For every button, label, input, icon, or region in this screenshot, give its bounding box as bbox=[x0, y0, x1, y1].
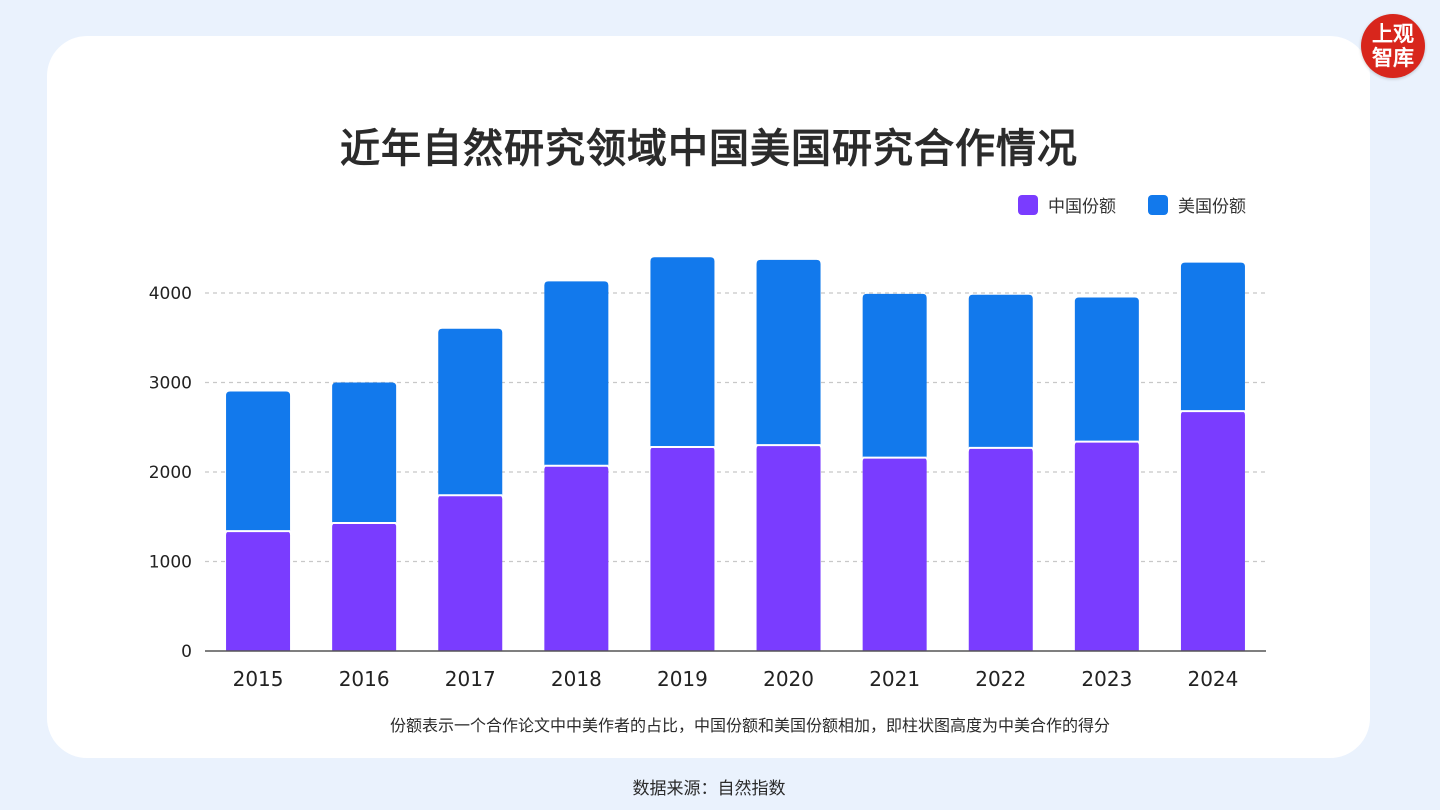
bar-usa-2024 bbox=[1180, 262, 1245, 412]
legend-swatch-usa bbox=[1148, 194, 1168, 215]
legend-label-china: 中国份额 bbox=[1048, 197, 1116, 217]
bar-usa-2015 bbox=[226, 391, 291, 532]
bar-usa-2023 bbox=[1074, 297, 1139, 442]
data-source: 数据来源：自然指数 bbox=[632, 779, 786, 799]
bar-usa-2021 bbox=[862, 293, 927, 458]
bar-usa-2022 bbox=[968, 294, 1033, 448]
bar-china-2019 bbox=[650, 446, 715, 651]
axis-layer: 0 1000 2000 3000 4000 2015 2016 2017 2018 2019 202… bbox=[149, 284, 1266, 691]
bar-usa-2018 bbox=[544, 281, 609, 466]
x-tick-label-2023: 2023 bbox=[1081, 667, 1132, 691]
bar-usa-2019 bbox=[650, 257, 715, 447]
x-tick-label-2021: 2021 bbox=[869, 667, 920, 691]
bar-china-2018 bbox=[544, 465, 609, 651]
bar-china-2024 bbox=[1180, 411, 1245, 651]
x-tick-label-2018: 2018 bbox=[551, 667, 602, 691]
x-tick-label-2017: 2017 bbox=[445, 667, 496, 691]
legend-item-china[interactable]: 中国份额 bbox=[1018, 192, 1116, 217]
legend-swatch-china bbox=[1018, 194, 1038, 215]
legend-label-usa: 美国份额 bbox=[1178, 197, 1246, 217]
logo-line-1: 上观 bbox=[1372, 22, 1414, 46]
x-tick-label-2024: 2024 bbox=[1187, 667, 1238, 691]
chart-footnote: 份额表示一个合作论文中中美作者的占比，中国份额和美国份额相加，即柱状图高度为中美… bbox=[389, 716, 1110, 735]
bar-china-2020 bbox=[756, 445, 821, 651]
legend-item-usa[interactable]: 美国份额 bbox=[1148, 192, 1246, 217]
chart-legend: 中国份额 美国份额 bbox=[1018, 192, 1246, 217]
brand-logo[interactable]: 上观 智库 bbox=[1361, 14, 1425, 78]
bar-china-2016 bbox=[332, 523, 397, 651]
bar-china-2017 bbox=[438, 495, 503, 651]
bar-china-2022 bbox=[968, 447, 1033, 651]
bar-usa-2017 bbox=[438, 328, 503, 496]
x-tick-label-2020: 2020 bbox=[763, 667, 814, 691]
bar-usa-2016 bbox=[332, 382, 397, 524]
y-tick-label-1000: 1000 bbox=[149, 553, 192, 573]
bar-layer bbox=[226, 257, 1245, 651]
bar-china-2021 bbox=[862, 457, 927, 651]
bar-usa-2020 bbox=[756, 259, 821, 446]
x-tick-label-2015: 2015 bbox=[233, 667, 284, 691]
x-tick-label-2022: 2022 bbox=[975, 667, 1026, 691]
x-tick-label-2016: 2016 bbox=[339, 667, 390, 691]
y-tick-label-4000: 4000 bbox=[149, 284, 192, 304]
y-tick-label-2000: 2000 bbox=[149, 463, 192, 483]
y-tick-label-0: 0 bbox=[181, 642, 192, 662]
bar-china-2023 bbox=[1074, 441, 1139, 651]
y-tick-label-3000: 3000 bbox=[149, 374, 192, 394]
logo-line-2: 智库 bbox=[1372, 46, 1414, 70]
bar-china-2015 bbox=[226, 531, 291, 651]
chart-title: 近年自然研究领域中国美国研究合作情况 bbox=[340, 125, 1078, 172]
x-tick-label-2019: 2019 bbox=[657, 667, 708, 691]
